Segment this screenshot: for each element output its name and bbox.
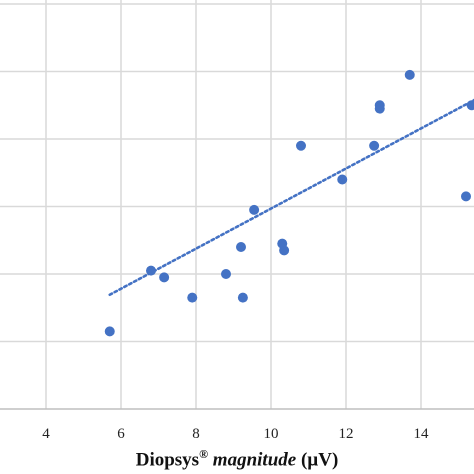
data-point bbox=[279, 245, 290, 256]
data-point bbox=[159, 272, 170, 283]
gridlines bbox=[0, 0, 474, 409]
data-point bbox=[337, 174, 348, 185]
data-point bbox=[461, 191, 471, 202]
data-point bbox=[374, 100, 385, 111]
registered-mark: ® bbox=[199, 447, 209, 461]
x-tick-label: 12 bbox=[339, 426, 354, 442]
data-point bbox=[104, 326, 115, 337]
data-point bbox=[369, 140, 380, 151]
x-axis-title-prefix: Diopsys bbox=[135, 449, 200, 471]
data-point bbox=[146, 265, 156, 276]
data-point bbox=[236, 242, 246, 252]
x-tick-label: 4 bbox=[42, 426, 50, 442]
data-points bbox=[104, 69, 474, 337]
x-tick-labels: 4 6 8 10 12 14 bbox=[42, 426, 429, 442]
x-axis-title-italic: magnitude bbox=[212, 449, 297, 471]
x-tick-label: 6 bbox=[117, 426, 125, 442]
trendline-group bbox=[108, 98, 474, 297]
data-point bbox=[237, 292, 248, 303]
data-point bbox=[187, 292, 198, 303]
x-tick-label: 8 bbox=[192, 426, 200, 442]
data-point bbox=[296, 140, 306, 151]
data-point bbox=[249, 204, 260, 215]
data-point bbox=[466, 100, 474, 111]
data-point bbox=[404, 69, 415, 80]
x-axis-title-unit: (µV) bbox=[300, 449, 339, 471]
x-tick-label: 14 bbox=[414, 426, 430, 442]
x-axis-title: Diopsys® magnitude (µV) bbox=[0, 447, 474, 471]
trendline bbox=[108, 98, 474, 297]
data-point bbox=[221, 269, 231, 279]
x-tick-label: 10 bbox=[264, 426, 279, 442]
